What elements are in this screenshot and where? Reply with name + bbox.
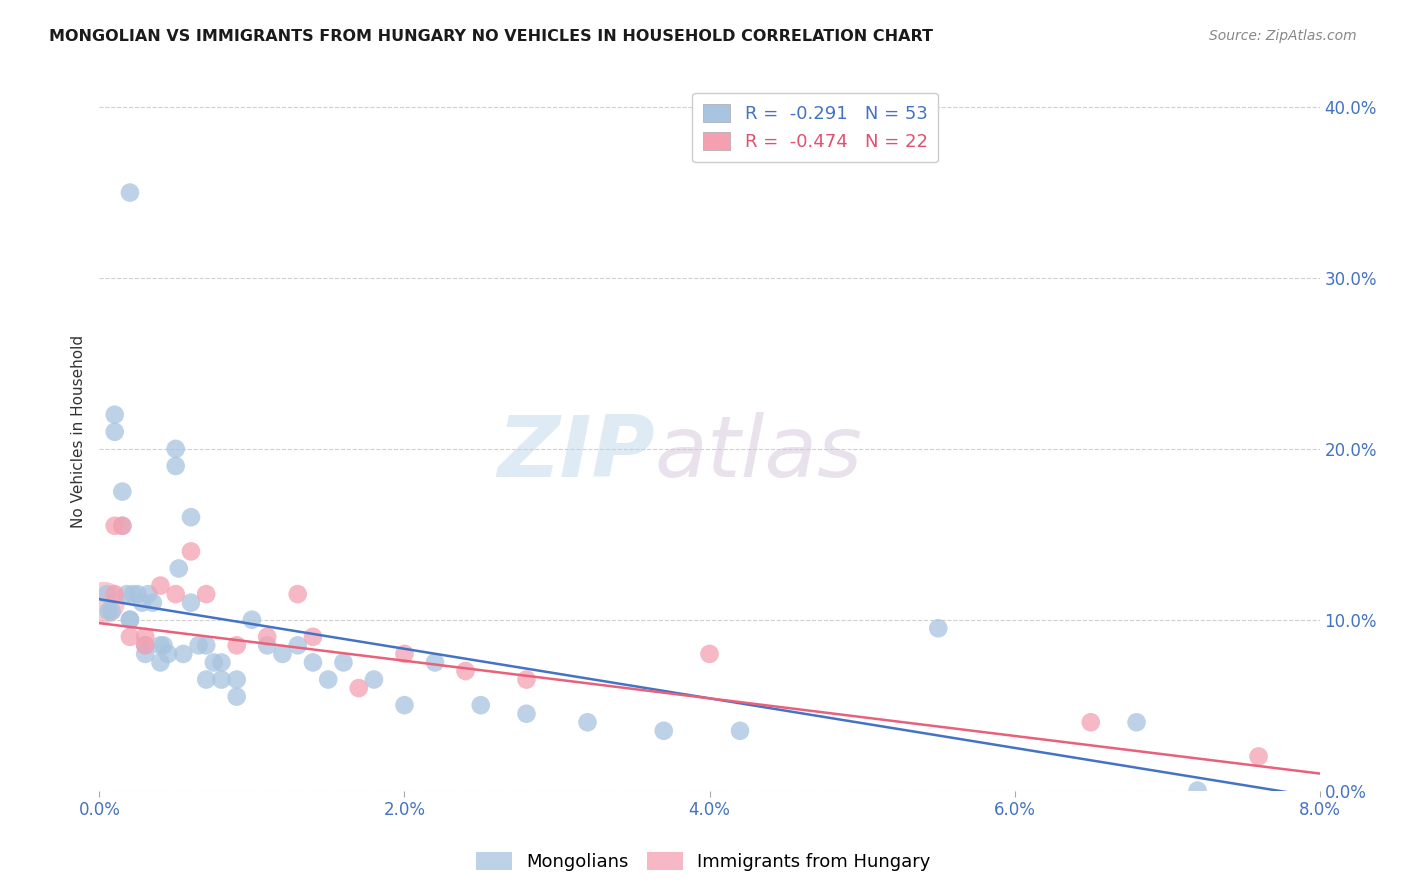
Point (104, 408, 127, 422)
Text: ZIP: ZIP (496, 412, 655, 495)
Point (104, 518, 127, 533)
Point (180, 596, 202, 610)
Point (118, 630, 141, 644)
Point (127, 587, 149, 601)
Point (165, 458, 187, 473)
Point (136, 587, 159, 601)
Point (167, 561, 190, 575)
Point (115, 587, 138, 601)
Point (302, 630, 325, 644)
Point (728, 723, 751, 738)
Text: atlas: atlas (655, 412, 863, 495)
Point (256, 639, 278, 653)
Point (927, 621, 949, 635)
Point (1080, 715, 1102, 730)
Point (149, 656, 172, 670)
Point (211, 656, 233, 670)
Point (165, 587, 187, 601)
Point (1187, 783, 1209, 797)
Point (515, 706, 537, 721)
Point (423, 656, 446, 670)
Point (347, 681, 370, 695)
Point (149, 639, 172, 653)
Point (699, 647, 721, 661)
Y-axis label: No Vehicles in Household: No Vehicles in Household (72, 335, 86, 528)
Point (302, 656, 325, 670)
Point (118, 186, 141, 200)
Point (394, 647, 416, 661)
Point (172, 647, 194, 661)
Point (394, 698, 416, 713)
Point (195, 639, 218, 653)
Point (454, 664, 477, 678)
Point (187, 639, 209, 653)
Point (195, 673, 218, 687)
Point (131, 596, 153, 610)
Point (149, 578, 172, 592)
Point (316, 673, 339, 687)
Point (1125, 715, 1147, 730)
Point (225, 639, 247, 653)
Point (97, 604, 120, 618)
Point (180, 544, 202, 558)
Point (515, 673, 537, 687)
Point (111, 518, 134, 533)
Text: MONGOLIAN VS IMMIGRANTS FROM HUNGARY NO VEHICLES IN HOUSEHOLD CORRELATION CHART: MONGOLIAN VS IMMIGRANTS FROM HUNGARY NO … (49, 29, 934, 44)
Point (195, 587, 218, 601)
Point (256, 630, 278, 644)
Point (118, 613, 141, 627)
Point (211, 673, 233, 687)
Point (225, 690, 247, 704)
Point (652, 723, 675, 738)
Point (157, 647, 180, 661)
Point (225, 673, 247, 687)
Point (152, 639, 174, 653)
Point (1247, 749, 1270, 764)
Point (100, 604, 122, 618)
Point (287, 587, 309, 601)
Point (134, 630, 156, 644)
Point (93, 596, 115, 610)
Point (111, 484, 134, 499)
Point (96, 587, 118, 601)
Point (104, 587, 127, 601)
Point (165, 442, 187, 456)
Point (271, 647, 294, 661)
Legend: R =  -0.291   N = 53, R =  -0.474   N = 22: R = -0.291 N = 53, R = -0.474 N = 22 (692, 93, 938, 162)
Point (134, 639, 156, 653)
Point (134, 639, 156, 653)
Point (111, 518, 134, 533)
Point (122, 587, 145, 601)
Legend: Mongolians, Immigrants from Hungary: Mongolians, Immigrants from Hungary (468, 845, 938, 879)
Point (142, 596, 165, 610)
Point (287, 639, 309, 653)
Point (118, 613, 141, 627)
Text: Source: ZipAtlas.com: Source: ZipAtlas.com (1209, 29, 1357, 43)
Point (240, 613, 263, 627)
Point (104, 425, 127, 439)
Point (576, 715, 599, 730)
Point (363, 673, 385, 687)
Point (202, 656, 225, 670)
Point (332, 656, 354, 670)
Point (180, 510, 202, 524)
Point (470, 698, 492, 713)
Point (134, 647, 156, 661)
